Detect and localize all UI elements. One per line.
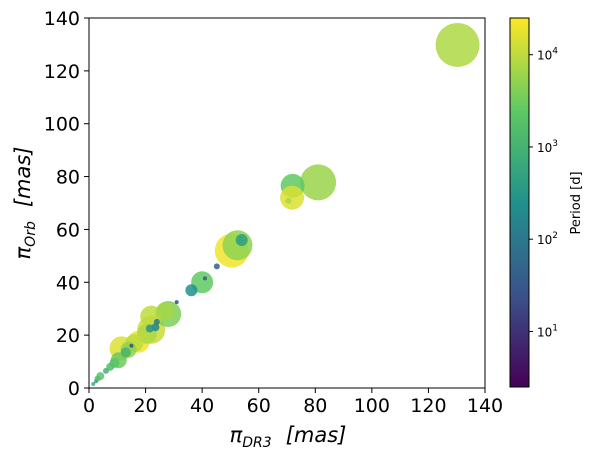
x-tick-label: 100 xyxy=(354,395,390,417)
x-tick-label: 120 xyxy=(410,395,446,417)
data-point xyxy=(102,367,109,374)
data-point xyxy=(94,379,99,384)
y-axis-ticks: 0 20 40 60 80 100 120 140 xyxy=(44,8,89,400)
data-point xyxy=(280,185,305,210)
y-tick-label: 40 xyxy=(56,272,80,294)
x-tick-label: 80 xyxy=(303,395,327,417)
colorbar-label: Period [d] xyxy=(569,171,584,234)
y-tick-label: 120 xyxy=(44,61,80,83)
y-axis-label: πOrb [mas] xyxy=(11,147,39,260)
data-point xyxy=(145,324,154,333)
data-point xyxy=(300,164,337,201)
x-tick-label: 60 xyxy=(247,395,271,417)
x-tick-label: 40 xyxy=(190,395,214,417)
x-axis-label-symbol: π xyxy=(230,423,243,447)
colorbar-ticks: 101 102 103 104 xyxy=(529,47,558,339)
y-axis-label-unit: [mas] xyxy=(11,147,35,208)
data-point xyxy=(156,302,175,321)
plot-frame xyxy=(88,17,486,389)
x-axis-label: πDR3 [mas] xyxy=(230,423,347,451)
y-tick-label: 0 xyxy=(68,378,80,400)
data-point xyxy=(222,230,253,261)
data-point xyxy=(120,347,131,358)
data-point xyxy=(435,22,480,67)
y-tick-label: 60 xyxy=(56,219,80,241)
data-point xyxy=(202,276,207,281)
y-tick-label: 20 xyxy=(56,325,80,347)
data-point xyxy=(153,318,160,325)
data-point xyxy=(129,343,134,348)
x-axis-ticks: 0 20 40 60 80 100 120 140 xyxy=(83,388,503,417)
data-point xyxy=(285,197,292,204)
x-tick-label: 0 xyxy=(83,395,95,417)
x-axis-label-unit: [mas] xyxy=(286,423,347,447)
data-point xyxy=(235,234,248,246)
data-point xyxy=(213,263,220,270)
y-axis-label-symbol: π xyxy=(11,246,35,259)
y-axis-label-sub: Orb xyxy=(23,221,39,247)
colorbar-tick-label: 101 xyxy=(537,323,558,339)
colorbar-tick-label: 104 xyxy=(537,47,558,63)
y-tick-label: 100 xyxy=(44,114,80,136)
x-tick-label: 20 xyxy=(133,395,157,417)
data-points xyxy=(91,22,480,387)
data-point xyxy=(91,382,96,387)
x-axis-label-sub: DR3 xyxy=(242,435,271,451)
data-point xyxy=(174,300,179,305)
x-tick-label: 140 xyxy=(467,395,503,417)
colorbar-tick-label: 102 xyxy=(537,231,558,247)
data-point xyxy=(185,284,198,297)
colorbar-tick-label: 103 xyxy=(537,139,558,155)
y-tick-label: 80 xyxy=(56,167,80,189)
colorbar xyxy=(509,17,530,388)
y-tick-label: 140 xyxy=(44,8,80,30)
